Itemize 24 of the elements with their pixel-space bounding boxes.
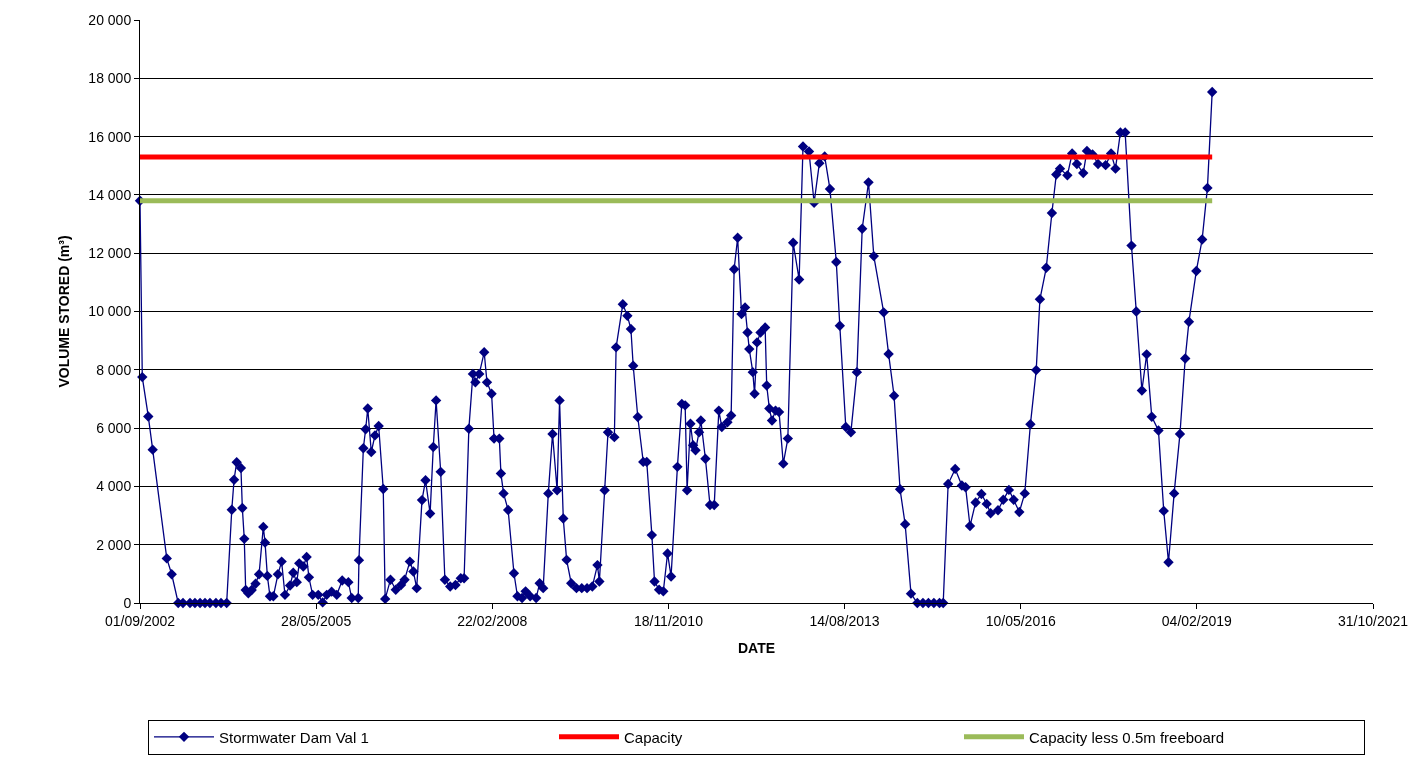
x-tick-label: 22/02/2008 xyxy=(457,612,528,629)
x-tick-label: 14/08/2013 xyxy=(809,612,880,629)
y-tick-label: 0 xyxy=(123,594,132,611)
y-tick-label: 16 000 xyxy=(88,128,132,145)
x-tick-label: 31/10/2021 xyxy=(1337,612,1409,629)
y-tick-label: 2 000 xyxy=(96,536,132,553)
legend-label: Capacity less 0.5m freeboard xyxy=(1029,728,1225,746)
y-axis-title: VOLUME STORED (m³) xyxy=(55,235,72,388)
x-tick-label: 01/09/2002 xyxy=(104,612,176,629)
y-tick-label: 8 000 xyxy=(96,361,132,378)
x-tick-label: 18/11/2010 xyxy=(633,612,704,629)
x-axis-title: DATE xyxy=(737,640,776,657)
y-tick-label: 10 000 xyxy=(88,303,132,320)
x-tick-label: 04/02/2019 xyxy=(1161,612,1233,629)
y-tick-label: 14 000 xyxy=(88,186,132,203)
x-tick-label: 28/05/2005 xyxy=(281,612,352,629)
legend-label: Stormwater Dam Val 1 xyxy=(219,728,369,746)
y-tick-label: 12 000 xyxy=(88,245,132,262)
legend-label: Capacity xyxy=(624,728,683,746)
y-tick-label: 6 000 xyxy=(96,420,132,436)
y-tick-label: 4 000 xyxy=(96,478,132,495)
y-tick-label: 20 000 xyxy=(88,11,132,28)
x-tick-label: 10/05/2016 xyxy=(985,612,1056,629)
y-tick-label: 18 000 xyxy=(88,70,132,87)
